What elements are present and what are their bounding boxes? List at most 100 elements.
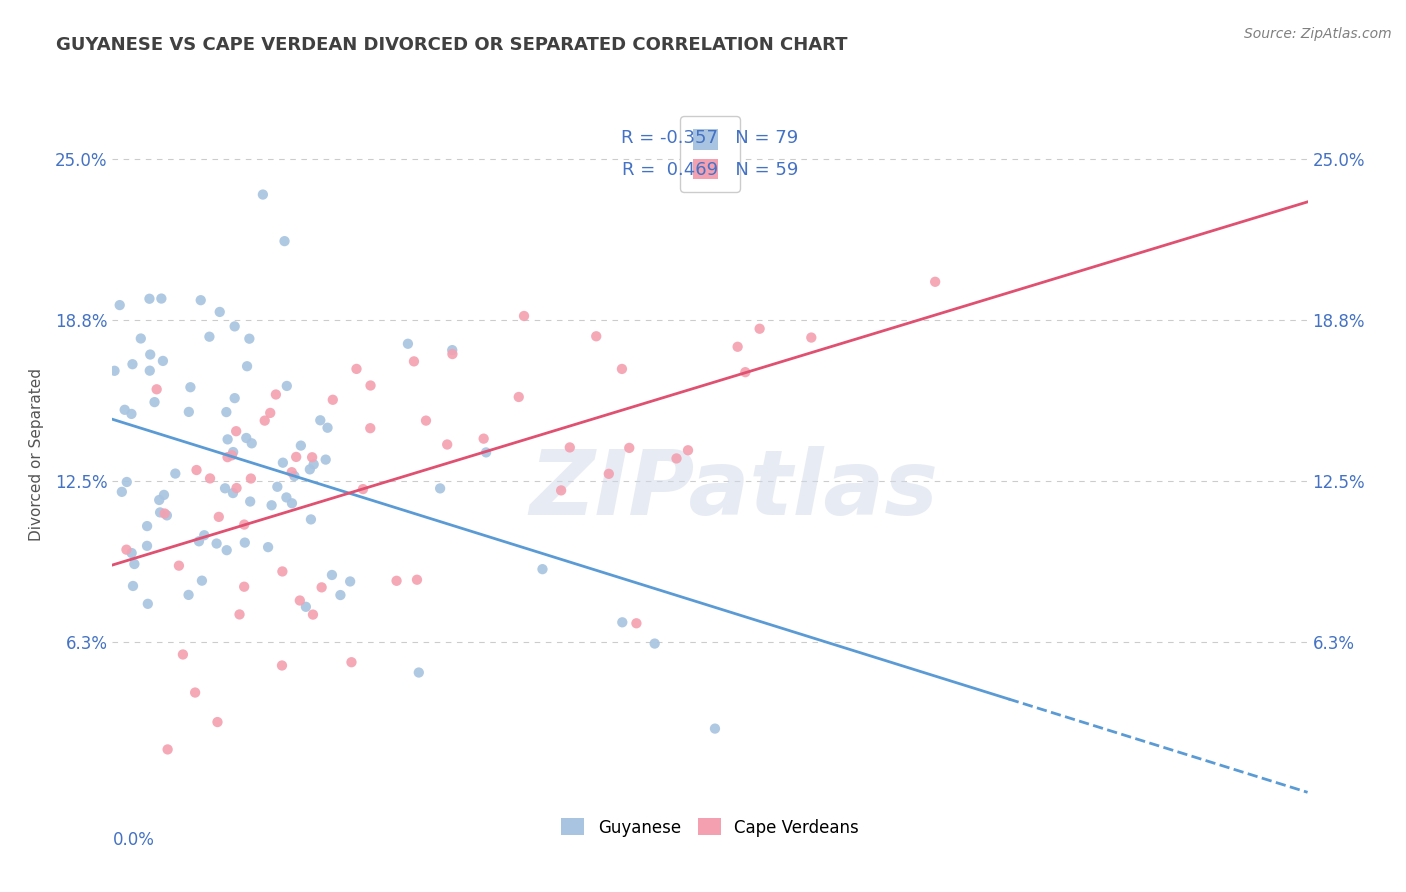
Point — [748, 322, 770, 336]
Point — [217, 433, 239, 447]
Point — [207, 714, 229, 729]
Text: 0.0%: 0.0% — [112, 830, 155, 848]
Legend: Guyanese, Cape Verdeans: Guyanese, Cape Verdeans — [554, 812, 866, 843]
Point — [156, 742, 179, 756]
Point — [508, 390, 530, 404]
Point — [225, 481, 247, 495]
Point — [281, 496, 304, 510]
Point — [208, 305, 231, 319]
Point — [285, 450, 308, 464]
Point — [340, 655, 363, 669]
Point — [253, 414, 276, 428]
Text: Source: ZipAtlas.com: Source: ZipAtlas.com — [1244, 27, 1392, 41]
Point — [148, 493, 170, 508]
Point — [513, 309, 536, 323]
Point — [273, 234, 295, 248]
Point — [103, 364, 125, 378]
Point — [406, 573, 429, 587]
Point — [271, 456, 294, 470]
Point — [339, 574, 361, 589]
Point — [626, 616, 648, 631]
Point — [221, 448, 243, 462]
Point — [266, 480, 288, 494]
Point — [191, 574, 214, 588]
Point — [177, 405, 200, 419]
Point — [610, 362, 633, 376]
Point — [233, 517, 256, 532]
Point — [352, 482, 374, 496]
Point — [233, 580, 256, 594]
Point — [235, 431, 257, 445]
Point — [727, 340, 749, 354]
Point — [156, 508, 179, 523]
Point — [115, 542, 138, 557]
Point — [385, 574, 408, 588]
Point — [239, 494, 262, 508]
Point — [215, 543, 238, 558]
Point — [153, 507, 176, 521]
Point — [217, 450, 239, 465]
Point — [321, 568, 343, 582]
Point — [224, 391, 246, 405]
Point — [136, 539, 159, 553]
Point — [311, 580, 333, 594]
Point — [167, 558, 190, 573]
Point — [177, 588, 200, 602]
Point — [114, 402, 136, 417]
Point — [121, 546, 143, 560]
Point — [396, 336, 419, 351]
Point — [184, 685, 207, 699]
Point — [619, 441, 641, 455]
Point — [120, 407, 142, 421]
Point — [136, 519, 159, 533]
Point — [264, 387, 287, 401]
Point — [585, 329, 607, 343]
Y-axis label: Divorced or Separated: Divorced or Separated — [30, 368, 44, 541]
Point — [187, 534, 209, 549]
Point — [441, 347, 464, 361]
Point — [198, 471, 221, 485]
Point — [225, 424, 247, 438]
Point — [122, 579, 145, 593]
Point — [198, 329, 221, 343]
Point — [129, 331, 152, 345]
Point — [408, 665, 430, 680]
Point — [138, 292, 160, 306]
Point — [165, 467, 187, 481]
Point — [259, 406, 281, 420]
Point — [704, 722, 727, 736]
Text: ZIPatlas: ZIPatlas — [530, 446, 938, 533]
Point — [139, 347, 162, 361]
Point — [236, 359, 259, 374]
Point — [302, 607, 325, 622]
Point — [214, 481, 236, 495]
Point — [190, 293, 212, 308]
Point — [800, 330, 823, 344]
Text: R = -0.357   N = 79: R = -0.357 N = 79 — [621, 129, 799, 147]
Point — [472, 432, 495, 446]
Point — [644, 636, 666, 650]
Point — [208, 509, 231, 524]
Point — [475, 445, 498, 459]
Point — [271, 658, 294, 673]
Point — [665, 451, 688, 466]
Point — [224, 319, 246, 334]
Point — [222, 486, 245, 500]
Point — [276, 491, 298, 505]
Point — [734, 365, 756, 379]
Point — [239, 471, 262, 485]
Point — [298, 462, 321, 476]
Point — [299, 512, 322, 526]
Point — [205, 536, 228, 550]
Point — [295, 599, 318, 614]
Point — [136, 597, 159, 611]
Point — [222, 445, 245, 459]
Point — [346, 362, 368, 376]
Point — [271, 565, 294, 579]
Point — [172, 648, 194, 662]
Point — [240, 436, 263, 450]
Point — [276, 379, 298, 393]
Point — [111, 484, 134, 499]
Point — [924, 275, 946, 289]
Point — [322, 392, 344, 407]
